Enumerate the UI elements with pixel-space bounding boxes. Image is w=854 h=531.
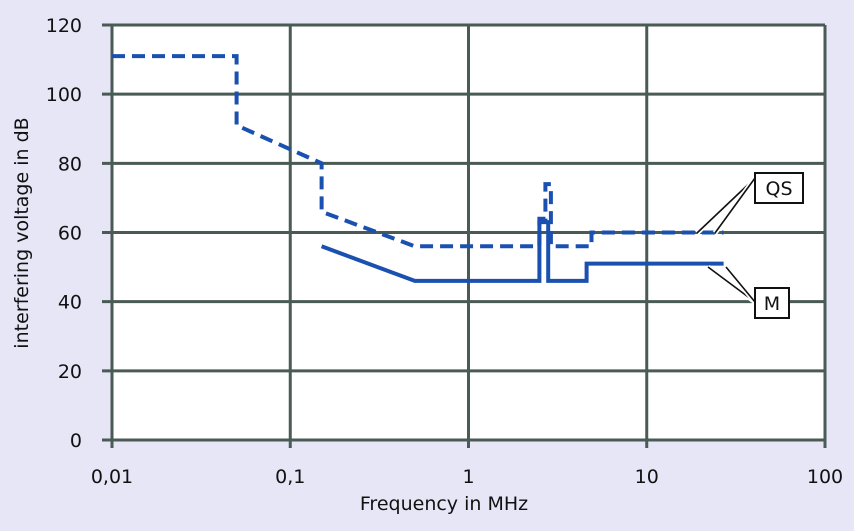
- annotations: QS M: [695, 172, 804, 319]
- x-tick-label: 10: [635, 466, 659, 488]
- x-tick-label: 1: [462, 466, 474, 488]
- series-m-line: [320, 220, 724, 283]
- callout-label-qs: QS: [765, 178, 792, 200]
- y-tick-label: 100: [46, 84, 82, 106]
- series-qs-line: [112, 54, 724, 249]
- callout-label-m: M: [764, 293, 780, 315]
- y-tick-label: 120: [46, 15, 82, 37]
- x-tick-label: 0,01: [91, 466, 133, 488]
- x-axis-label: Frequency in MHz: [360, 493, 528, 515]
- y-tick-label: 40: [58, 292, 82, 314]
- y-tick-label: 60: [58, 223, 82, 245]
- callout-line: [725, 266, 756, 303]
- y-axis-label: interfering voltage in dB: [11, 117, 33, 348]
- callout-line: [714, 177, 756, 234]
- grid: [102, 23, 827, 448]
- y-tick-label: 0: [70, 430, 82, 452]
- callout-box-qs: [754, 172, 804, 204]
- callout-box-m: [754, 287, 790, 319]
- y-tick-label: 20: [58, 361, 82, 383]
- x-tick-label: 0,1: [275, 466, 305, 488]
- y-tick-label: 80: [58, 153, 82, 175]
- axes: 0,01 0,1 1 10 100 0 20 40 60 80 100 120: [46, 15, 843, 488]
- series-layer: [112, 54, 724, 283]
- x-tick-label: 100: [807, 466, 843, 488]
